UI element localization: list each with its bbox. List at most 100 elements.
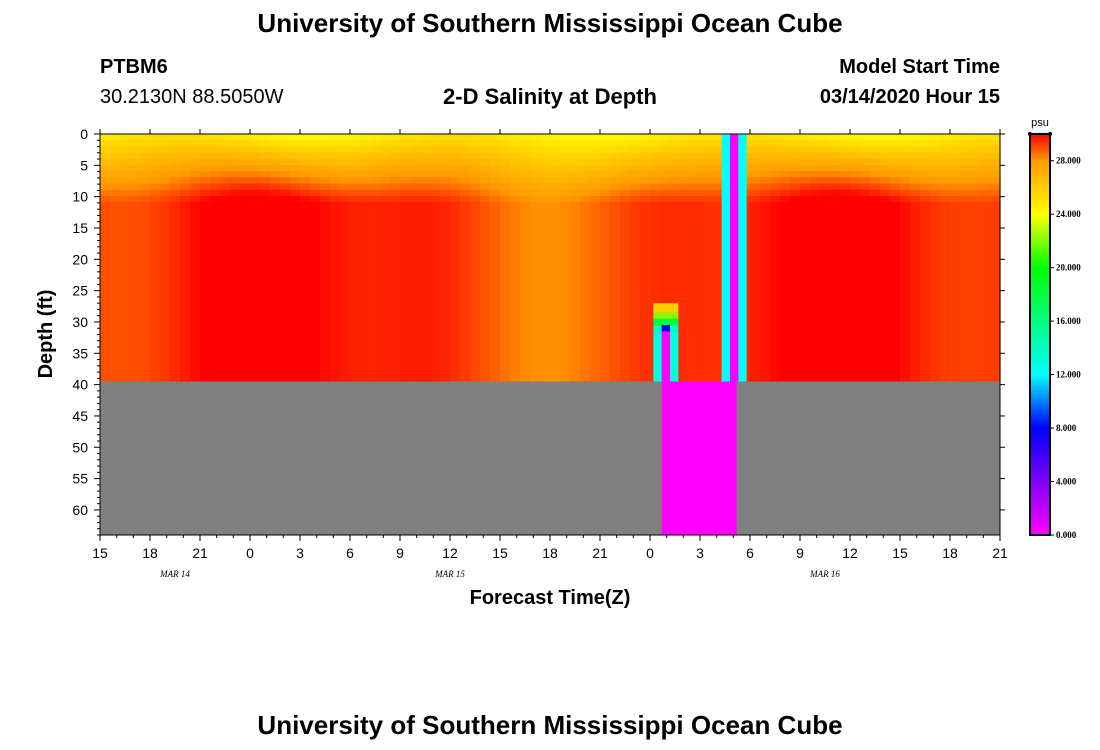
heatmap-cell	[610, 140, 621, 147]
heatmap-cell	[680, 164, 691, 172]
heatmap-cell	[350, 319, 361, 327]
heatmap-cell	[910, 158, 921, 166]
heatmap-cell	[990, 251, 1001, 259]
heatmap-cell	[660, 214, 671, 222]
heatmap-cell	[190, 288, 201, 296]
heatmap-cell	[560, 171, 571, 178]
heatmap-cell	[300, 189, 311, 197]
heatmap-cell	[910, 251, 921, 259]
heatmap-cell	[130, 140, 141, 147]
heatmap-cell	[920, 195, 931, 203]
heatmap-cell	[270, 331, 281, 339]
heatmap-cell	[640, 344, 651, 352]
heatmap-cell	[550, 362, 561, 370]
heatmap-cell	[920, 276, 931, 284]
heatmap-cell	[110, 331, 121, 339]
heatmap-cell	[330, 325, 341, 333]
x-tick-label: 18	[942, 545, 958, 561]
heatmap-cell	[560, 356, 571, 364]
heatmap-cell	[550, 344, 561, 352]
heatmap-cell	[860, 325, 871, 333]
heatmap-cell	[490, 134, 501, 141]
heatmap-cell	[900, 257, 911, 265]
heatmap-cell	[870, 171, 881, 178]
heatmap-cell	[690, 164, 701, 172]
heatmap-cell	[440, 183, 451, 191]
heatmap-cell	[240, 288, 251, 296]
heatmap-cell	[200, 183, 211, 191]
page-title-bottom: University of Southern Mississippi Ocean…	[257, 710, 843, 740]
heatmap-cell	[430, 276, 441, 284]
heatmap-cell	[890, 375, 901, 383]
heatmap-cell	[420, 263, 431, 271]
heatmap-cell	[110, 177, 121, 185]
heatmap-cell	[870, 226, 881, 234]
heatmap-cell	[510, 301, 521, 308]
heatmap-cell	[780, 344, 791, 352]
heatmap-cell	[540, 189, 551, 197]
heatmap-cell	[500, 183, 511, 191]
heatmap-cell	[120, 140, 131, 147]
heatmap-cell	[840, 183, 851, 191]
heatmap-cell	[900, 307, 911, 315]
heatmap-cell	[380, 369, 391, 376]
heatmap-cell	[450, 344, 461, 352]
heatmap-cell	[760, 202, 771, 209]
heatmap-cell	[970, 375, 981, 383]
heatmap-cell	[140, 307, 151, 315]
heatmap-cell	[190, 276, 201, 284]
heatmap-cell	[390, 356, 401, 364]
heatmap-cell	[820, 220, 831, 228]
heatmap-cell	[400, 356, 411, 364]
heatmap-cell	[850, 171, 861, 178]
heatmap-cell	[820, 294, 831, 302]
heatmap-cell	[120, 282, 131, 290]
heatmap-cell	[400, 220, 411, 228]
heatmap-cell	[160, 220, 171, 228]
heatmap-cell	[940, 301, 951, 308]
heatmap-cell	[110, 208, 121, 216]
heatmap-cell	[370, 202, 381, 209]
heatmap-cell	[470, 239, 481, 246]
heatmap-cell	[240, 146, 251, 154]
heatmap-cell	[430, 195, 441, 203]
heatmap-cell	[790, 214, 801, 222]
heatmap-cell	[120, 251, 131, 259]
heatmap-cell	[530, 294, 541, 302]
heatmap-cell	[330, 251, 341, 259]
heatmap-cell	[260, 239, 271, 246]
heatmap-cell	[890, 152, 901, 160]
heatmap-cell	[100, 164, 111, 172]
heatmap-cell	[850, 177, 861, 185]
heatmap-cell	[910, 202, 921, 209]
heatmap-cell	[210, 164, 221, 172]
heatmap-cell	[460, 134, 471, 141]
heatmap-cell	[630, 288, 641, 296]
anomaly-column	[661, 381, 737, 535]
anomaly-cell	[661, 325, 670, 332]
heatmap-cell	[650, 270, 661, 277]
heatmap-cell	[540, 282, 551, 290]
heatmap-cell	[870, 369, 881, 376]
heatmap-cell	[310, 220, 321, 228]
heatmap-cell	[170, 307, 181, 315]
heatmap-cell	[830, 282, 841, 290]
heatmap-cell	[890, 331, 901, 339]
heatmap-cell	[360, 239, 371, 246]
y-tick-label: 50	[72, 439, 88, 455]
heatmap-cell	[630, 270, 641, 277]
heatmap-cell	[640, 220, 651, 228]
heatmap-cell	[250, 134, 261, 141]
heatmap-cell	[460, 183, 471, 191]
heatmap-cell	[770, 152, 781, 160]
heatmap-cell	[600, 202, 611, 209]
anomaly-cell	[653, 312, 679, 319]
heatmap-cell	[200, 325, 211, 333]
heatmap-cell	[710, 369, 721, 376]
heatmap-cell	[490, 319, 501, 327]
heatmap-cell	[800, 294, 811, 302]
heatmap-cell	[310, 146, 321, 154]
heatmap-cell	[160, 263, 171, 271]
heatmap-cell	[490, 338, 501, 345]
heatmap-cell	[290, 239, 301, 246]
